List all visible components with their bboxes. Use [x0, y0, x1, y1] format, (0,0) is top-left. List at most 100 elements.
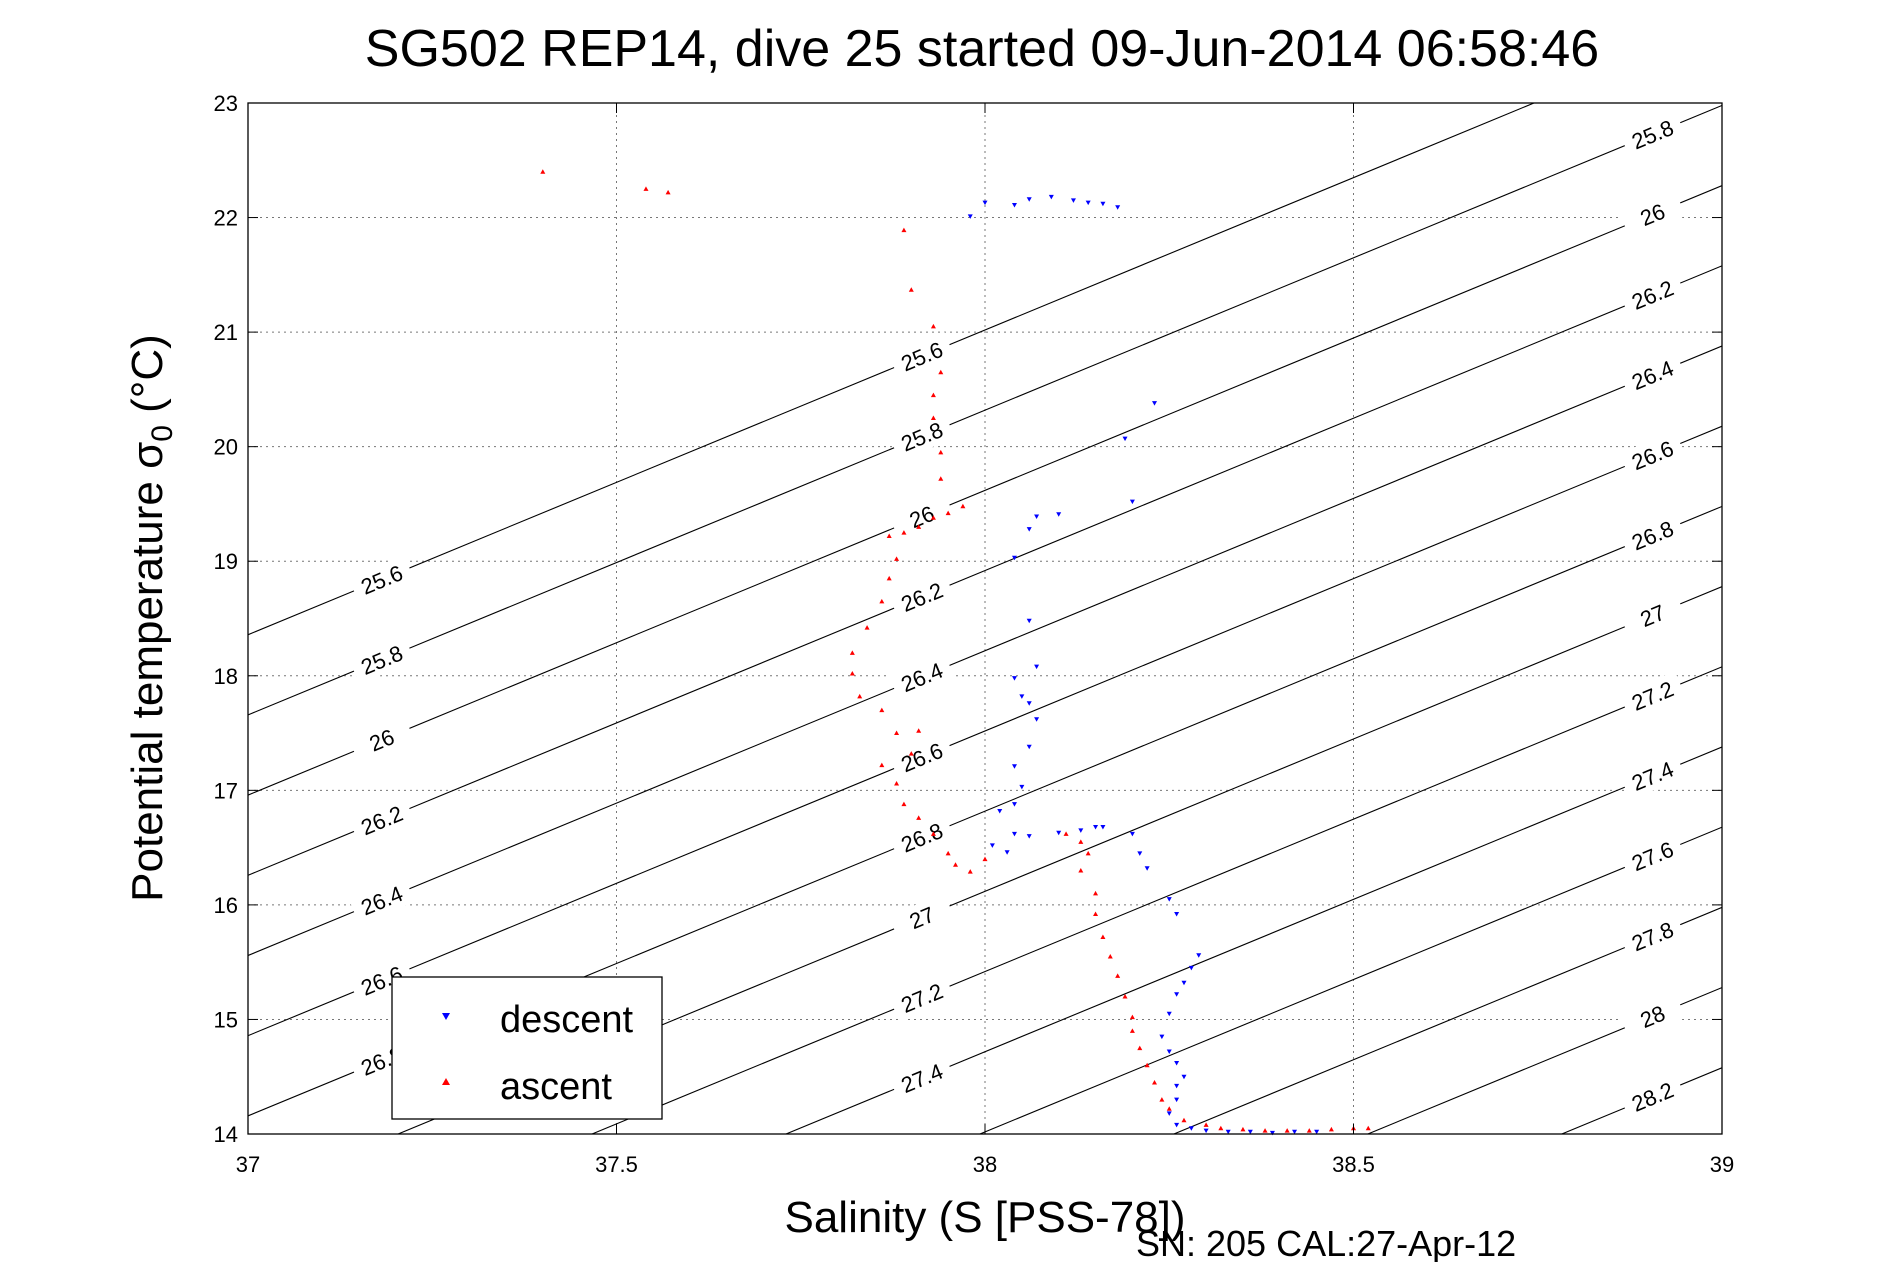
descent-point: [1174, 992, 1180, 997]
y-tick-label: 23: [214, 91, 238, 116]
ascent-point: [930, 392, 936, 398]
descent-point: [1269, 1130, 1275, 1136]
isopycnal-line: [1173, 906, 1722, 1134]
isopycnal-label-bg: [888, 812, 955, 862]
ascent-point: [1144, 1062, 1150, 1068]
isopycnal-label-bg: [348, 635, 415, 685]
descent-point: [1174, 1060, 1180, 1066]
descent-point: [1292, 1129, 1298, 1135]
ascent-point: [901, 530, 907, 535]
y-tick-label: 19: [214, 549, 238, 574]
legend-box: [391, 976, 663, 1120]
ascent-point: [1137, 1045, 1143, 1051]
ascent-point: [1159, 1097, 1165, 1102]
ascent-point: [967, 869, 973, 874]
ascent-point: [540, 169, 546, 174]
ascent-point: [849, 650, 855, 655]
isopycnal-label-bg: [1619, 991, 1686, 1041]
ascent-point: [1203, 1122, 1209, 1127]
descent-point: [1011, 676, 1017, 681]
isopycnal-line: [248, 103, 1535, 636]
ascent-point: [938, 449, 944, 455]
descent-point: [1181, 1074, 1187, 1080]
descent-point: [1034, 514, 1040, 520]
ascent-point: [894, 556, 900, 561]
ascent-point: [886, 533, 892, 539]
isopycnal-label-bg: [888, 652, 955, 702]
ascent-point: [1129, 1014, 1135, 1020]
isopycnal-line: [248, 185, 1722, 796]
ascent-point: [849, 670, 855, 676]
ascent-point: [901, 801, 907, 807]
isopycnal-line: [248, 425, 1722, 1037]
isopycnal-label-bg: [888, 411, 955, 461]
isopycnal-label-bg: [348, 715, 415, 765]
isopycnal-label-bg: [888, 331, 955, 381]
isopycnal-label-bg: [1619, 189, 1686, 239]
isopycnal-label-bg: [1619, 911, 1686, 961]
x-tick-label: 39: [1710, 1152, 1734, 1177]
ascent-point: [665, 189, 671, 195]
descent-point: [1019, 784, 1025, 790]
x-axis-label: Salinity (S [PSS-78]): [784, 1193, 1185, 1242]
ascent-point: [1306, 1128, 1312, 1133]
ascent-point: [1262, 1128, 1268, 1133]
ascent-point: [886, 575, 892, 581]
y-axis-label-main: Potential temperature σ: [123, 442, 172, 902]
isopycnal-label-bg: [1619, 831, 1686, 881]
ascent-point: [1152, 1079, 1158, 1085]
descent-point: [1011, 764, 1017, 769]
descent-point: [1144, 866, 1150, 871]
ascent-point: [930, 515, 936, 520]
descent-point: [1093, 824, 1099, 830]
isopycnal-label-bg: [348, 795, 415, 845]
descent-point: [1188, 965, 1194, 971]
isopycnal-line: [248, 345, 1722, 957]
ascent-point: [857, 693, 863, 699]
isopycnal-label-bg: [1619, 350, 1686, 400]
ascent-point: [960, 503, 966, 509]
ascent-point: [1166, 1106, 1172, 1111]
ascent-point: [1107, 953, 1113, 959]
descent-point: [1011, 831, 1017, 837]
isopycnal-label-bg: [888, 492, 955, 541]
ascent-point: [879, 598, 885, 604]
isopycnal-label-bg: [888, 973, 955, 1023]
ascent-point: [930, 415, 936, 421]
descent-point: [1166, 1049, 1172, 1055]
ascent-point: [1093, 890, 1099, 896]
ascent-point: [864, 625, 870, 630]
descent-point: [1004, 850, 1010, 855]
legend-descent-label: descent: [500, 999, 634, 1041]
ascent-point: [945, 510, 951, 516]
isopycnal-label-bg: [1619, 430, 1686, 480]
y-tick-label: 18: [214, 664, 238, 689]
x-tick-label: 37.5: [595, 1152, 638, 1177]
descent-point: [1026, 744, 1032, 750]
ascent-point: [1181, 1117, 1187, 1123]
descent-point: [1085, 200, 1091, 206]
ascent-point: [916, 524, 922, 529]
isopycnal-label-bg: [1619, 270, 1686, 319]
ascent-point: [1078, 839, 1084, 844]
descent-point: [1166, 1111, 1172, 1116]
x-tick-label: 38: [973, 1152, 997, 1177]
isopycnal-line: [785, 746, 1722, 1134]
isopycnal-label-bg: [888, 572, 955, 622]
grid-lines: [248, 103, 1722, 1134]
ascent-point: [916, 728, 922, 733]
descent-point: [997, 808, 1003, 814]
legend-descent-marker: [442, 1013, 450, 1020]
legend-ascent-label: ascent: [500, 1066, 612, 1108]
descent-point: [1034, 664, 1040, 670]
y-axis-label-subscript: 0: [146, 425, 179, 442]
isopycnal-label-bg: [888, 1053, 955, 1103]
descent-point: [967, 214, 973, 219]
descent-point: [1181, 980, 1187, 986]
ascent-point: [1218, 1125, 1224, 1131]
series-ascent: [540, 169, 1371, 1133]
y-tick-label: 21: [214, 320, 238, 345]
isopycnal-line: [248, 265, 1722, 876]
descent-point: [1196, 953, 1202, 958]
y-tick-label: 16: [214, 893, 238, 918]
